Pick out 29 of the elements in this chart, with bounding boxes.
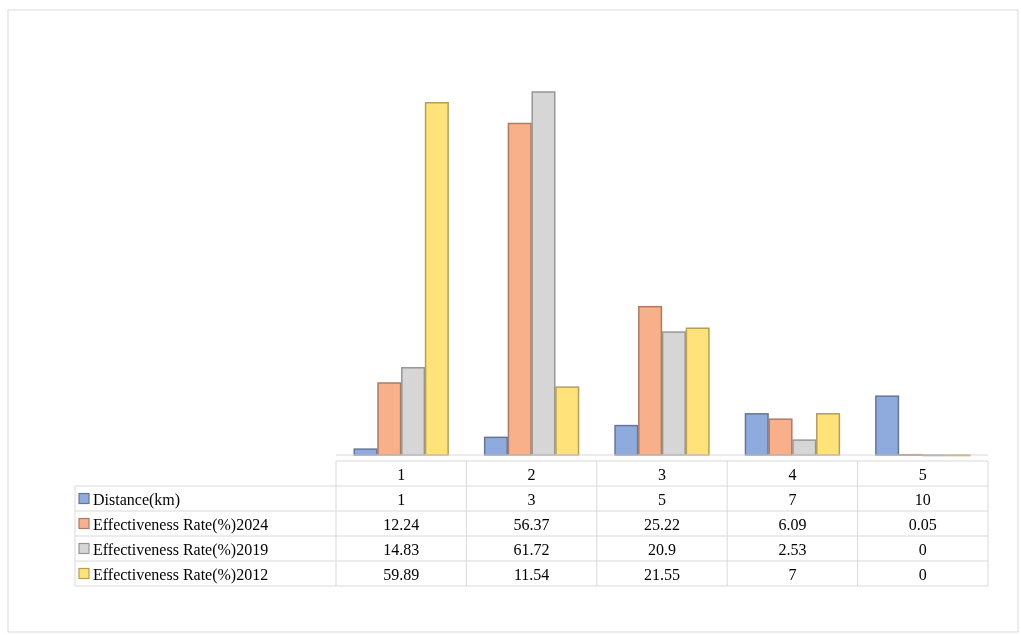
data-label: 59.89 — [383, 565, 420, 583]
legend-label: Effectiveness Rate(%)2012 — [93, 565, 269, 584]
data-label: 3 — [527, 490, 536, 508]
data-label: 5 — [658, 490, 666, 508]
legend-label: Effectiveness Rate(%)2024 — [93, 515, 269, 534]
data-label: 10 — [914, 490, 931, 508]
data-label: 0 — [918, 565, 927, 583]
x-tick-label: 4 — [788, 465, 797, 483]
data-label: 0.05 — [908, 515, 937, 533]
data-label: 25.22 — [644, 515, 680, 533]
data-label: 2.53 — [778, 540, 807, 558]
data-label: 1 — [397, 490, 406, 508]
data-label: 21.55 — [644, 565, 680, 583]
data-label: 7 — [788, 565, 797, 583]
legend-label: Effectiveness Rate(%)2019 — [93, 540, 269, 559]
data-label: 14.83 — [383, 540, 420, 558]
data-label: 56.37 — [513, 515, 550, 533]
data-label: 61.72 — [513, 540, 550, 558]
x-tick-label: 1 — [397, 465, 406, 483]
data-label: 12.24 — [383, 515, 420, 533]
x-tick-label: 3 — [658, 465, 666, 483]
legend-label: Distance(km) — [93, 490, 181, 509]
x-tick-label: 2 — [527, 465, 536, 483]
data-label: 20.9 — [648, 540, 676, 558]
data-label: 0 — [918, 540, 927, 558]
data-label: 7 — [788, 490, 797, 508]
data-label: 11.54 — [513, 565, 550, 583]
x-tick-label: 5 — [918, 465, 927, 483]
data-label: 6.09 — [778, 515, 807, 533]
